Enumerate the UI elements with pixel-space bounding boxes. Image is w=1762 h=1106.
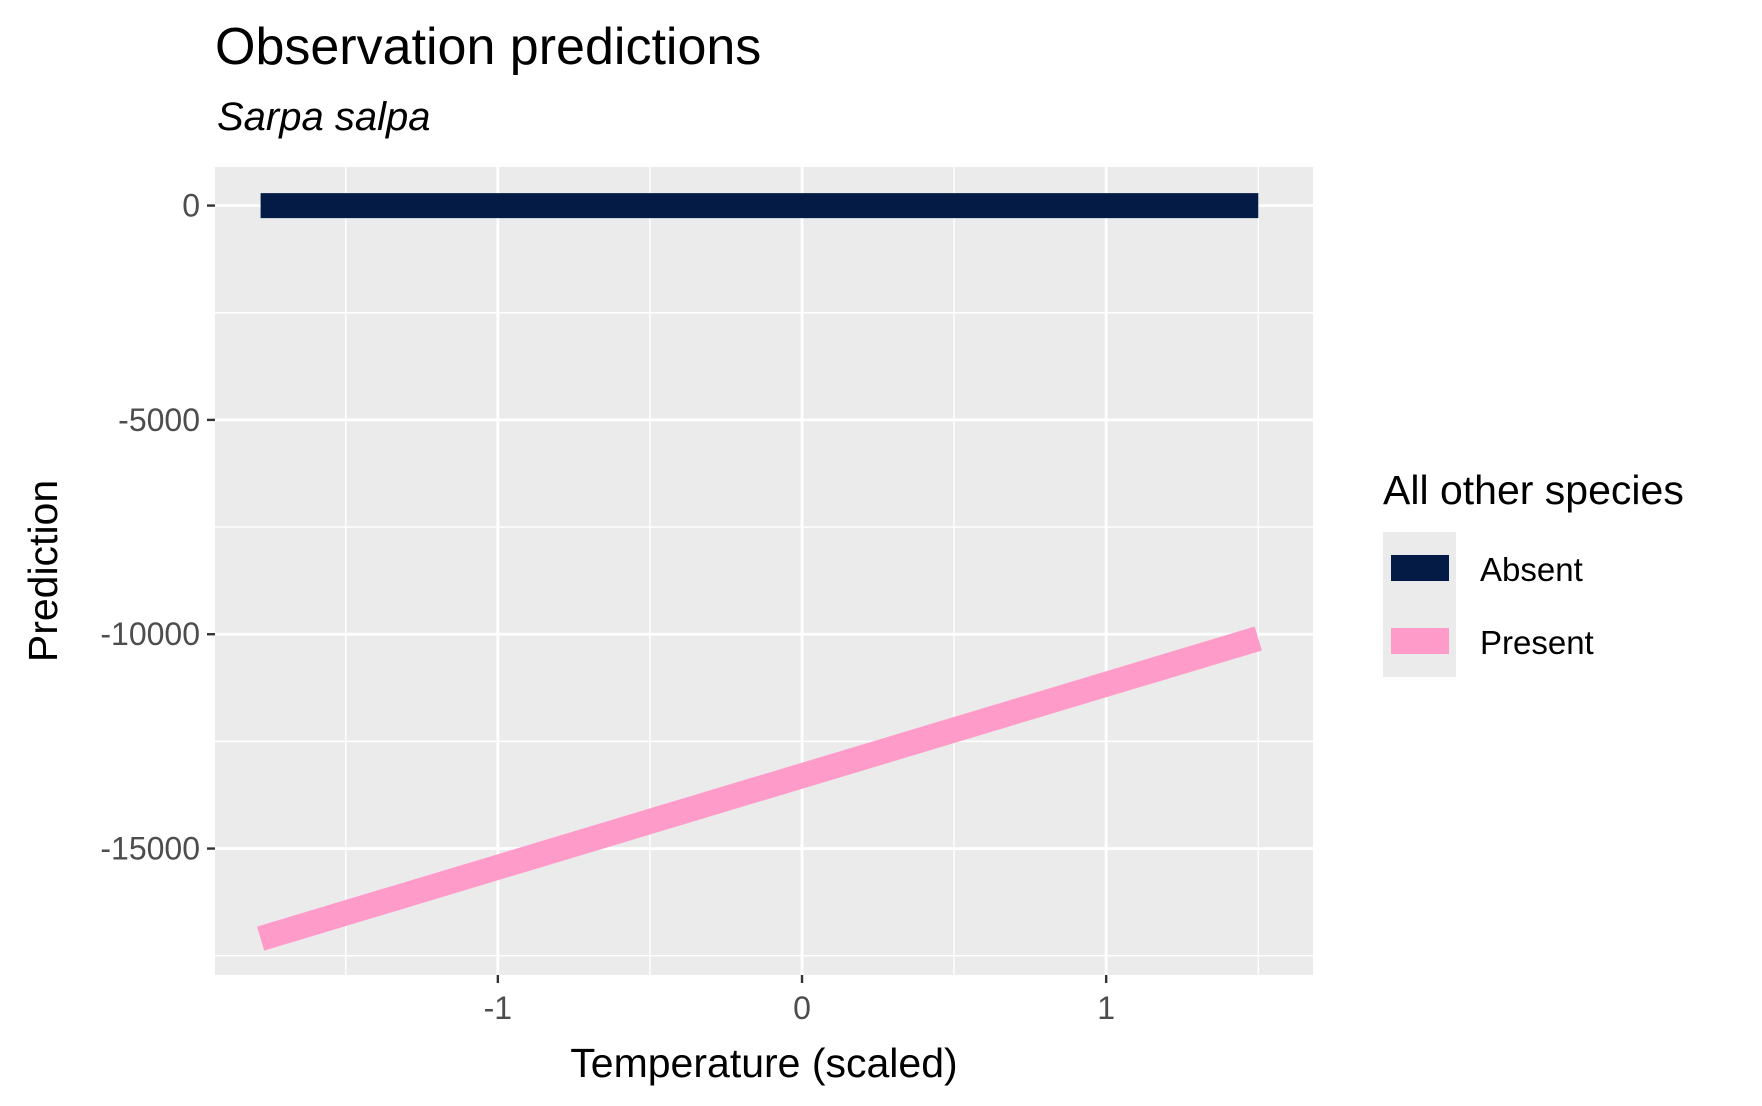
legend-label-absent: Absent bbox=[1480, 551, 1583, 588]
minor-gridlines bbox=[215, 167, 1313, 975]
y-tick-label: 0 bbox=[182, 188, 200, 224]
legend-key-present bbox=[1391, 628, 1449, 654]
y-tick-label: -15000 bbox=[100, 831, 200, 867]
legend: All other species Absent Present bbox=[1383, 467, 1684, 677]
chart-subtitle: Sarpa salpa bbox=[217, 95, 430, 139]
y-axis: 0 -5000 -10000 -15000 bbox=[100, 188, 215, 867]
y-tick-label: -5000 bbox=[118, 402, 200, 438]
y-axis-title: Prediction bbox=[20, 480, 66, 662]
x-tick-label: 1 bbox=[1097, 990, 1115, 1026]
series-line-present bbox=[256, 626, 1262, 951]
plot-panel bbox=[215, 167, 1313, 975]
x-axis-title: Temperature (scaled) bbox=[570, 1040, 957, 1086]
legend-key-background bbox=[1383, 532, 1456, 677]
y-tick-label: -10000 bbox=[100, 616, 200, 652]
legend-label-present: Present bbox=[1480, 624, 1594, 661]
x-tick-label: 0 bbox=[793, 990, 811, 1026]
x-axis: -1 0 1 bbox=[484, 975, 1115, 1026]
series-layer bbox=[256, 193, 1262, 951]
legend-key-absent bbox=[1391, 555, 1449, 581]
x-tick-label: -1 bbox=[484, 990, 512, 1026]
legend-title: All other species bbox=[1383, 467, 1684, 513]
chart-title: Observation predictions bbox=[215, 18, 761, 76]
